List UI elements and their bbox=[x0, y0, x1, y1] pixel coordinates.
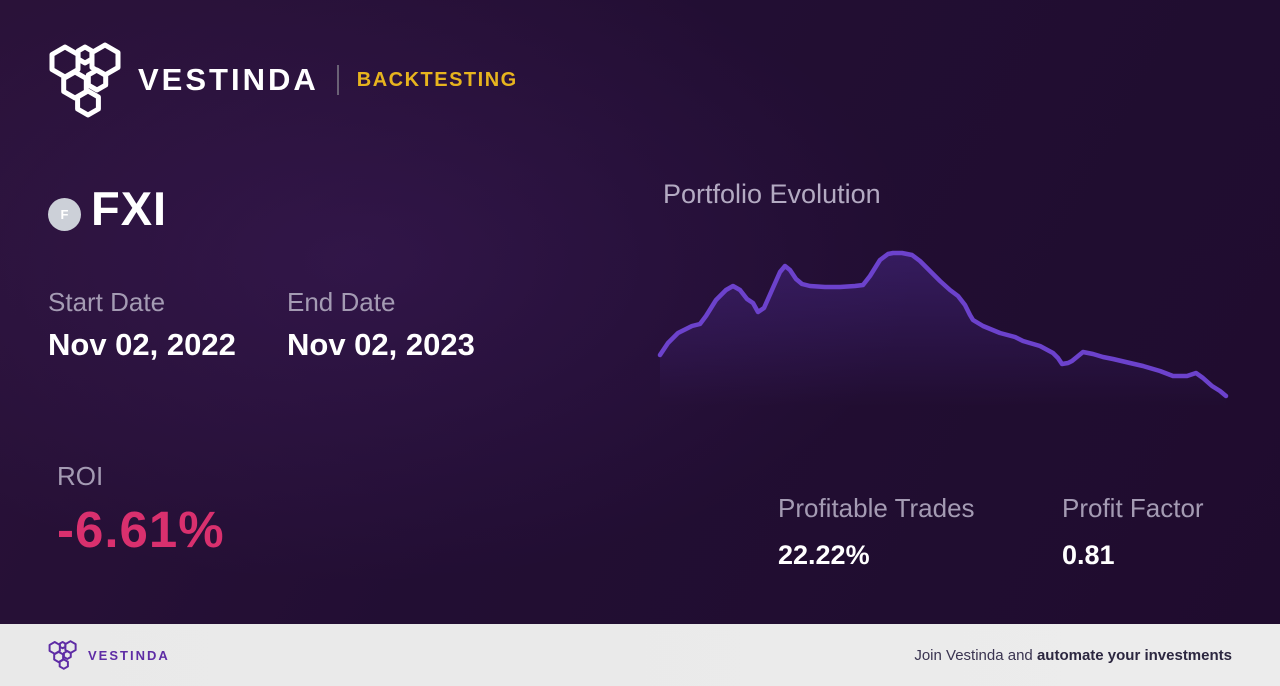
footer: VESTINDA Join Vestinda and automate your… bbox=[0, 624, 1280, 686]
footer-cta-regular: Join Vestinda and bbox=[914, 646, 1037, 664]
vestinda-logo-icon-footer bbox=[48, 640, 78, 670]
dates-row: Start Date Nov 02, 2022 End Date Nov 02,… bbox=[48, 287, 526, 363]
roi-label: ROI bbox=[57, 461, 104, 491]
profitable-trades-value: 22.22% bbox=[778, 540, 870, 570]
portfolio-chart bbox=[657, 246, 1232, 406]
brand-divider bbox=[336, 65, 339, 95]
start-date-label: Start Date bbox=[48, 287, 166, 317]
footer-cta: Join Vestinda and automate your investme… bbox=[914, 647, 1232, 664]
backtesting-badge: BACKTESTING bbox=[356, 68, 518, 91]
header: VESTINDA BACKTESTING bbox=[48, 42, 518, 118]
roi-block: ROI -6.61% bbox=[57, 461, 225, 559]
end-date-value: Nov 02, 2023 bbox=[287, 327, 475, 362]
asset-avatar: F bbox=[48, 198, 81, 231]
stats-row: Profitable Trades 22.22% Profit Factor 0… bbox=[778, 493, 1280, 571]
chart-area bbox=[660, 253, 1226, 406]
portfolio-chart-svg bbox=[657, 250, 1229, 406]
end-date-label: End Date bbox=[287, 287, 396, 317]
footer-cta-bold: automate your investments bbox=[1036, 646, 1232, 664]
end-date-block: End Date Nov 02, 2023 bbox=[287, 287, 526, 363]
profit-factor-label: Profit Factor bbox=[1062, 493, 1204, 523]
profitable-trades-block: Profitable Trades 22.22% bbox=[778, 493, 1062, 571]
asset-symbol: FXI bbox=[91, 182, 168, 235]
roi-value: -6.61% bbox=[57, 501, 225, 558]
brand-name: VESTINDA bbox=[138, 62, 319, 97]
profit-factor-block: Profit Factor 0.81 bbox=[1062, 493, 1280, 571]
asset-header: F FXI bbox=[48, 181, 167, 236]
start-date-value: Nov 02, 2022 bbox=[48, 327, 236, 362]
start-date-block: Start Date Nov 02, 2022 bbox=[48, 287, 287, 363]
vestinda-logo-icon bbox=[48, 42, 124, 118]
profitable-trades-label: Profitable Trades bbox=[778, 493, 975, 523]
footer-brand-name: VESTINDA bbox=[88, 647, 170, 663]
profit-factor-value: 0.81 bbox=[1062, 540, 1115, 570]
chart-line bbox=[657, 250, 1229, 399]
footer-brand: VESTINDA bbox=[48, 640, 170, 670]
chart-title: Portfolio Evolution bbox=[663, 179, 881, 209]
